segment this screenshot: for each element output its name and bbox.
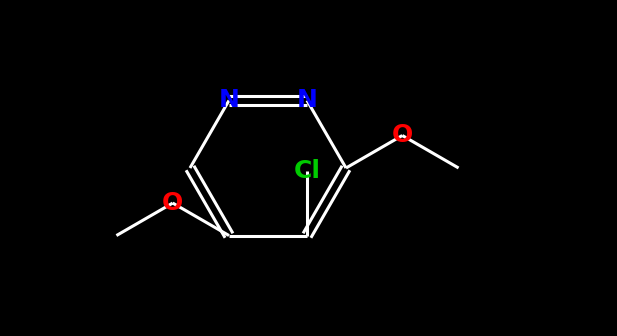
Text: N: N bbox=[218, 88, 239, 113]
Text: O: O bbox=[392, 124, 413, 148]
Text: N: N bbox=[297, 88, 317, 113]
Text: O: O bbox=[162, 191, 183, 215]
Text: Cl: Cl bbox=[294, 159, 320, 182]
